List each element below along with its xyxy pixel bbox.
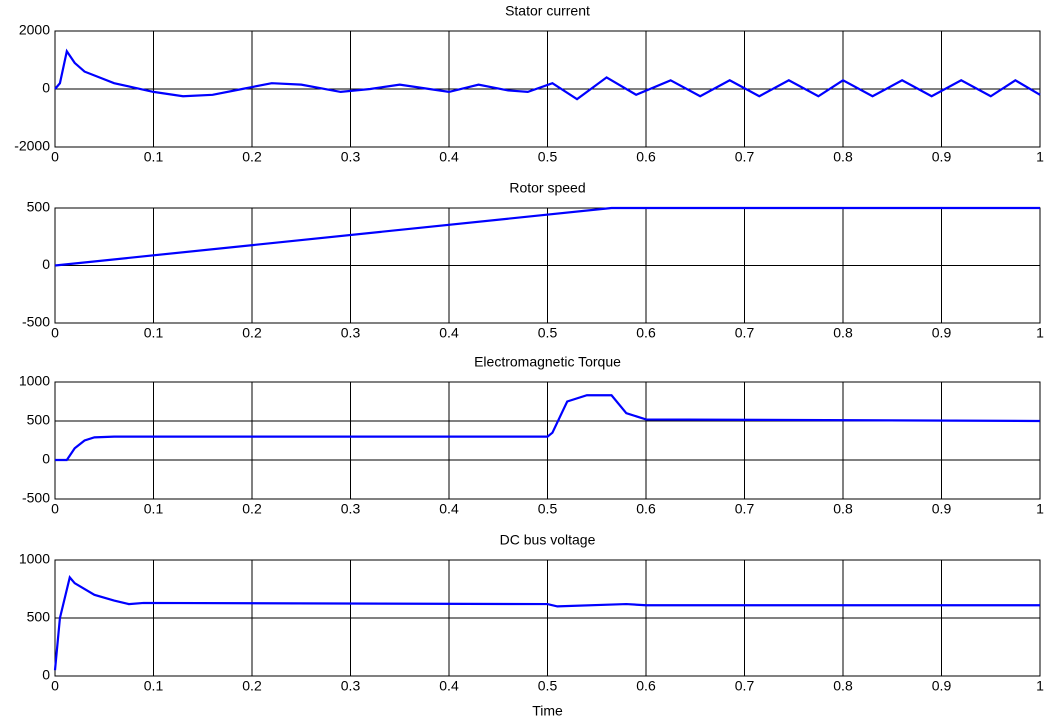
x-tick-label: 0.5	[538, 501, 558, 517]
x-tick-label: 0.1	[144, 149, 164, 165]
panel-title: Stator current	[505, 3, 590, 19]
x-tick-label: 0.4	[439, 678, 459, 694]
x-tick-label: 0.9	[932, 149, 952, 165]
x-tick-label: 0.8	[833, 501, 853, 517]
x-axis-label: Time	[532, 703, 563, 719]
x-tick-label: 1	[1036, 501, 1044, 517]
x-tick-label: 1	[1036, 678, 1044, 694]
x-tick-label: 0.2	[242, 149, 262, 165]
x-tick-label: 0.6	[636, 149, 656, 165]
y-tick-label: -500	[22, 490, 50, 506]
x-tick-label: 0.2	[242, 325, 262, 341]
y-tick-label: 2000	[19, 22, 50, 38]
x-tick-label: 0.4	[439, 501, 459, 517]
x-tick-label: 0.4	[439, 149, 459, 165]
x-tick-label: 0.7	[735, 678, 755, 694]
x-tick-label: 0.4	[439, 325, 459, 341]
x-tick-label: 1	[1036, 325, 1044, 341]
x-tick-label: 0.6	[636, 325, 656, 341]
x-tick-label: 0.7	[735, 149, 755, 165]
x-tick-label: 0.7	[735, 501, 755, 517]
data-line	[53, 575, 1040, 671]
y-tick-label: 500	[27, 199, 51, 215]
x-tick-label: 0.2	[242, 501, 262, 517]
panel-title: Electromagnetic Torque	[474, 354, 621, 370]
panel-title: DC bus voltage	[500, 532, 596, 548]
x-tick-label: 0.9	[932, 325, 952, 341]
x-tick-label: 0.3	[341, 501, 361, 517]
x-tick-label: 0.8	[833, 149, 853, 165]
x-tick-label: 0.8	[833, 678, 853, 694]
x-tick-label: 0.9	[932, 678, 952, 694]
y-tick-label: -2000	[14, 138, 50, 154]
x-tick-label: 0.5	[538, 149, 558, 165]
y-tick-label: 500	[27, 609, 51, 625]
x-tick-label: 0.5	[538, 325, 558, 341]
panel-title: Rotor speed	[509, 180, 585, 196]
x-tick-label: 0	[51, 501, 59, 517]
x-tick-label: 0.1	[144, 501, 164, 517]
y-tick-label: 0	[42, 667, 50, 683]
x-tick-label: 0.6	[636, 678, 656, 694]
x-tick-label: 0.3	[341, 678, 361, 694]
y-tick-label: 0	[42, 451, 50, 467]
x-tick-label: 0.1	[144, 325, 164, 341]
y-tick-label: 1000	[19, 551, 50, 567]
x-tick-label: 0.3	[341, 149, 361, 165]
x-tick-label: 1	[1036, 149, 1044, 165]
data-line	[54, 48, 1041, 101]
x-tick-label: 0	[51, 325, 59, 341]
x-tick-label: 0.7	[735, 325, 755, 341]
data-line	[54, 206, 1040, 267]
x-tick-label: 0.1	[144, 678, 164, 694]
x-tick-label: 0.3	[341, 325, 361, 341]
x-tick-label: 0.5	[538, 678, 558, 694]
x-tick-label: 0	[51, 149, 59, 165]
x-tick-label: 0	[51, 678, 59, 694]
y-tick-label: 500	[27, 412, 51, 428]
data-line	[55, 394, 1041, 462]
x-tick-label: 0.2	[242, 678, 262, 694]
x-tick-label: 0.6	[636, 501, 656, 517]
y-tick-label: 0	[42, 80, 50, 96]
y-tick-label: 0	[42, 256, 50, 272]
x-tick-label: 0.8	[833, 325, 853, 341]
y-tick-label: 1000	[19, 373, 50, 389]
x-tick-label: 0.9	[932, 501, 952, 517]
y-tick-label: -500	[22, 314, 50, 330]
